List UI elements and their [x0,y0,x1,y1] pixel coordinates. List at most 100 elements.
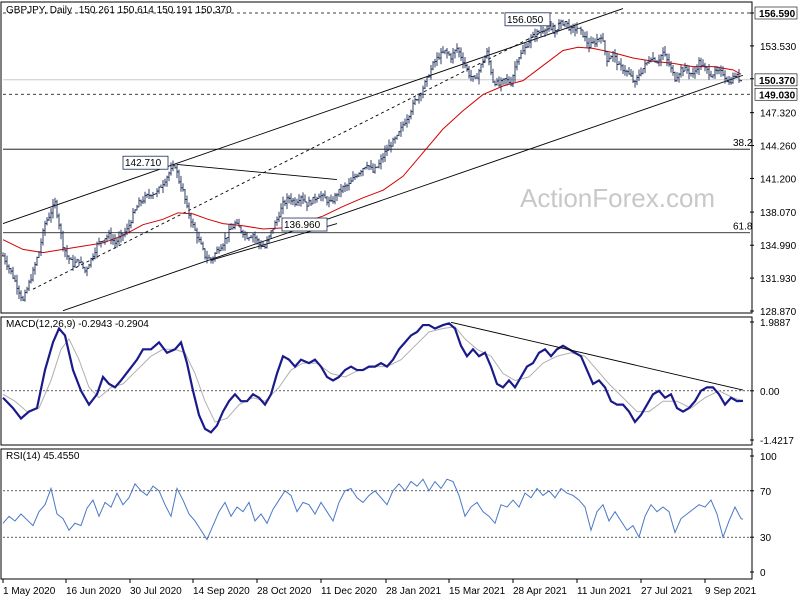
ohlc-bar [494,80,496,87]
ohlc-bar [716,65,718,75]
ohlc-bar [628,66,630,75]
ohlc-bar [258,238,260,250]
ohlc-bar [274,220,276,230]
ohlc-bar [536,29,538,42]
ohlc-bar [20,290,22,302]
ohlc-bar [352,171,354,182]
ohlc-bar [568,18,570,32]
ohlc-bar [276,216,278,226]
ohlc-bar [432,61,434,71]
ohlc-bar [288,195,290,204]
ohlc-bar [214,251,216,262]
ohlc-bar [704,62,706,72]
last-price-label-box [754,73,798,87]
ohlc-bar [162,180,164,193]
ohlc-bar [68,255,70,265]
ohlc-bar [236,219,238,225]
ohlc-bar [66,245,68,260]
watermark: ActionForex.com [520,183,715,213]
ohlc-bar [126,223,128,236]
y-tick-label: 144.260 [760,142,797,153]
ohlc-bar [370,160,372,170]
macd-y-tick-label: -1.4217 [760,436,794,447]
ohlc-bar [558,19,560,32]
ohlc-bar [578,27,580,29]
ohlc-bar [412,99,414,116]
ohlc-bar [448,51,450,56]
x-tick-label: 16 Jun 2020 [66,586,121,597]
ohlc-bar [396,134,398,140]
ohlc-bar [314,193,316,204]
ohlc-bar [726,76,728,83]
ohlc-bar [526,43,528,49]
ohlc-bar [538,30,540,34]
ohlc-bar [522,44,524,54]
ohlc-bar [512,74,514,88]
ohlc-bar [684,62,686,72]
ohlc-bar [602,32,604,42]
ohlc-bar [132,208,134,224]
ohlc-bar [238,218,240,228]
ohlc-bar [106,234,108,243]
ohlc-bar [160,184,162,188]
macd-panel-frame [0,316,753,446]
annotation-box [122,155,169,170]
ohlc-bar [598,37,600,43]
ohlc-bar [662,47,664,61]
ohlc-bar [22,295,24,302]
ohlc-bar [532,31,534,38]
ohlc-bar [472,75,474,82]
x-tick-label: 14 Sep 2020 [193,586,250,597]
ohlc-bar [658,54,660,67]
ohlc-bar [644,59,646,74]
ohlc-bar [340,183,342,198]
ohlc-bar [14,274,16,283]
ohlc-bar [76,258,78,263]
ohlc-bar [196,227,198,244]
annotation-label: 142.710 [125,158,162,169]
ohlc-bar [398,130,400,137]
ohlc-bar [474,75,476,79]
ohlc-bar [142,196,144,204]
ohlc-bar [654,57,656,63]
ohlc-bar [682,66,684,77]
ohlc-bar [326,195,328,206]
ohlc-bar [476,72,478,79]
annotation-box [281,217,328,232]
ohlc-bar [248,236,250,241]
ohlc-bar [380,154,382,170]
ohlc-bar [610,55,612,60]
ohlc-bar [34,262,36,275]
ohlc-bar [564,20,566,28]
ohlc-bar [382,153,384,163]
rsi-y-tick-label: 30 [760,533,772,544]
ohlc-bar [12,266,14,280]
ohlc-bar [660,54,662,67]
ohlc-bar [440,48,442,65]
ohlc-bar [604,40,606,56]
ohlc-bar [284,199,286,207]
ohlc-bar [108,229,110,240]
ohlc-bar [332,196,334,204]
ohlc-bar [336,192,338,202]
ohlc-bar [18,285,20,300]
ohlc-bar [290,193,292,205]
ohlc-bar [224,232,226,251]
ohlc-bar [300,195,302,207]
triangle-top-line [176,164,338,180]
ohlc-bar [116,238,118,248]
ohlc-bar [478,68,480,85]
ohlc-bar [48,212,50,221]
ohlc-bar [528,37,530,48]
ohlc-bar [70,257,72,260]
ohlc-bar [58,213,60,230]
ohlc-bar [592,37,594,44]
rsi-y-tick-label: 70 [760,487,772,498]
ohlc-bar [698,57,700,75]
ohlc-bar [706,66,708,74]
ohlc-bar [28,279,30,292]
ohlc-bar [364,166,366,170]
ohlc-bar [280,203,282,218]
macd-panel-header: MACD(12,26,9) -0.2943 -0.2904 [6,319,149,330]
ohlc-bar [26,286,28,294]
